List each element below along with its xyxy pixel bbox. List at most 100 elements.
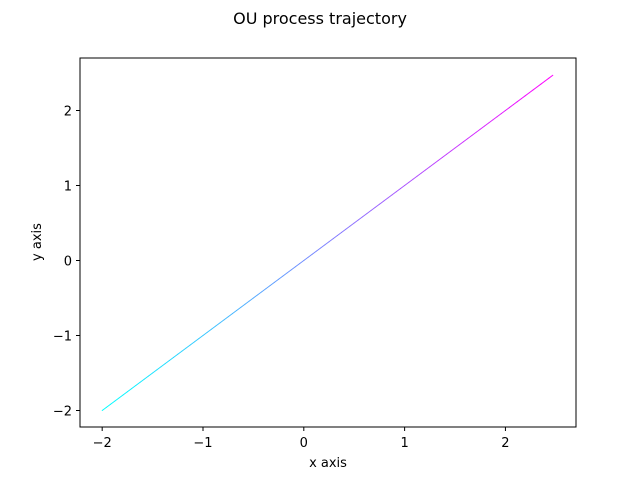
series-line-segment bbox=[299, 260, 305, 265]
x-tick-label: −2 bbox=[93, 436, 112, 451]
series-line-segment bbox=[341, 228, 347, 233]
series-line-segment bbox=[524, 92, 530, 97]
series-line-segment bbox=[437, 156, 443, 161]
series-line-segment bbox=[520, 95, 526, 100]
series-line-segment bbox=[210, 325, 217, 330]
y-tick-label: 0 bbox=[64, 255, 72, 270]
y-tick-label: 1 bbox=[64, 180, 72, 195]
series-line-segment bbox=[345, 225, 351, 230]
series-line-segment bbox=[404, 181, 410, 186]
series-line-segment bbox=[294, 263, 301, 268]
series-line-segment bbox=[198, 335, 204, 340]
series-line-segment bbox=[462, 138, 469, 143]
series-line-segment bbox=[261, 288, 267, 293]
x-axis-title: x axis bbox=[309, 456, 347, 471]
series-layer bbox=[101, 74, 554, 411]
series-line-segment bbox=[126, 388, 133, 393]
series-line-segment bbox=[420, 169, 427, 174]
series-line-segment bbox=[189, 341, 196, 346]
series-line-segment bbox=[483, 122, 490, 127]
series-line-segment bbox=[252, 294, 259, 299]
series-line-segment bbox=[500, 110, 506, 115]
series-line bbox=[101, 74, 554, 411]
series-line-segment bbox=[206, 328, 212, 333]
series-line-segment bbox=[492, 116, 498, 121]
series-line-segment bbox=[528, 89, 534, 94]
series-line-segment bbox=[475, 128, 481, 133]
plot-area-frame bbox=[79, 57, 577, 428]
series-line-segment bbox=[416, 172, 422, 177]
series-line-segment bbox=[446, 150, 452, 155]
series-line-segment bbox=[168, 356, 175, 361]
series-line-segment bbox=[383, 197, 389, 202]
series-line-segment bbox=[311, 250, 317, 255]
series-line-segment bbox=[173, 353, 179, 358]
series-line-segment bbox=[236, 306, 242, 311]
y-tick-label: 2 bbox=[64, 105, 72, 120]
series-line-segment bbox=[273, 278, 280, 283]
series-line-segment bbox=[320, 244, 326, 249]
series-line-segment bbox=[324, 241, 330, 246]
series-line-segment bbox=[471, 131, 477, 136]
series-line-segment bbox=[307, 253, 313, 258]
series-line-segment bbox=[110, 400, 116, 405]
series-line-segment bbox=[429, 163, 435, 168]
series-line-segment bbox=[336, 231, 343, 236]
series-line-segment bbox=[362, 213, 368, 218]
series-line-segment bbox=[532, 86, 538, 91]
series-line-segment bbox=[286, 269, 292, 274]
series-line-segment bbox=[395, 188, 401, 193]
series-line-segment bbox=[265, 285, 271, 290]
series-line-segment bbox=[536, 83, 542, 88]
series-line-segment bbox=[370, 206, 376, 211]
series-line-segment bbox=[269, 281, 275, 286]
series-line-segment bbox=[156, 366, 162, 371]
series-line-segment bbox=[303, 256, 309, 261]
series-line-segment bbox=[223, 316, 229, 321]
chart-title: OU process trajectory bbox=[233, 9, 407, 28]
x-tick-label: 1 bbox=[400, 436, 408, 451]
series-line-segment bbox=[215, 322, 221, 327]
series-line-segment bbox=[496, 113, 502, 118]
series-line-segment bbox=[185, 344, 191, 349]
series-line-segment bbox=[425, 166, 431, 171]
series-line-segment bbox=[181, 347, 187, 352]
x-tick-label: 2 bbox=[501, 436, 509, 451]
series-line-segment bbox=[328, 238, 334, 243]
series-line-segment bbox=[349, 222, 355, 227]
series-line-segment bbox=[202, 331, 208, 336]
series-line-segment bbox=[231, 310, 238, 315]
series-line-segment bbox=[282, 272, 288, 277]
series-line-segment bbox=[248, 297, 254, 302]
series-line-segment bbox=[332, 235, 338, 240]
series-line-segment bbox=[399, 185, 406, 190]
series-line-segment bbox=[516, 98, 522, 103]
series-line-segment bbox=[508, 104, 514, 109]
series-line-segment bbox=[374, 203, 380, 208]
series-line-segment bbox=[512, 101, 518, 106]
series-line-segment bbox=[479, 125, 485, 130]
series-line-segment bbox=[244, 300, 250, 305]
series-line-segment bbox=[143, 375, 149, 380]
series-line-segment bbox=[467, 135, 473, 140]
series-line-segment bbox=[315, 247, 322, 252]
series-line-segment bbox=[101, 406, 107, 411]
series-line-segment bbox=[488, 119, 494, 124]
series-line-segment bbox=[194, 338, 200, 343]
series-line-segment bbox=[105, 403, 112, 408]
x-axis: −2 −1 0 1 2 bbox=[93, 427, 510, 451]
y-tick-label: −1 bbox=[53, 330, 72, 345]
series-line-segment bbox=[122, 391, 128, 396]
series-line-segment bbox=[433, 160, 439, 165]
series-line-segment bbox=[139, 378, 145, 383]
series-line-segment bbox=[408, 178, 414, 183]
series-line-segment bbox=[118, 394, 124, 399]
series-line-segment bbox=[257, 291, 263, 296]
series-line-segment bbox=[450, 147, 456, 152]
series-line-segment bbox=[227, 313, 233, 318]
series-line-segment bbox=[548, 74, 554, 79]
y-axis: −2 −1 0 1 2 bbox=[53, 105, 80, 420]
series-line-segment bbox=[135, 381, 141, 386]
series-line-segment bbox=[504, 107, 510, 111]
